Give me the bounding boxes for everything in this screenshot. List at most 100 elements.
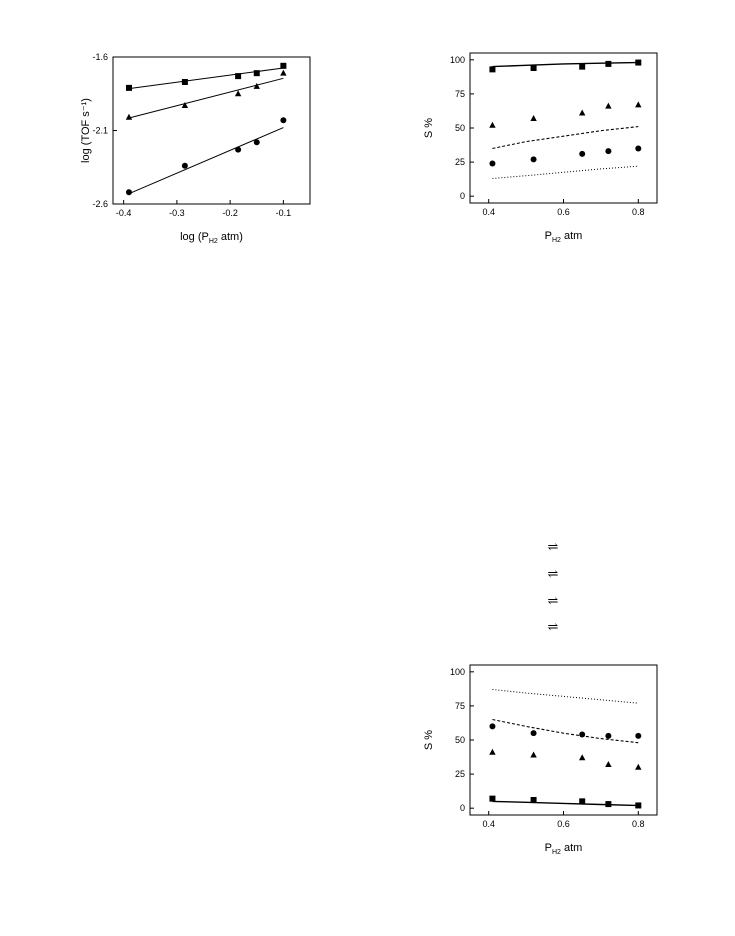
x-axis-label-unit: atm xyxy=(561,230,582,242)
x-axis-label-main: log (P xyxy=(180,231,209,243)
y-tick-label: -2.6 xyxy=(92,199,108,209)
x-tick-label: 0.4 xyxy=(482,819,495,829)
model-curve-dashed xyxy=(492,718,639,744)
data-point-circle xyxy=(253,139,260,146)
x-tick-label: 0.8 xyxy=(632,207,645,217)
model-curve-solid xyxy=(492,800,639,807)
x-tick-label: 0.4 xyxy=(482,207,495,217)
data-point-square xyxy=(489,795,496,802)
x-axis-label-subscript: H2 xyxy=(552,237,561,244)
data-point-triangle xyxy=(253,82,260,89)
y-axis-label: log (TOF s⁻¹) xyxy=(80,98,92,163)
x-axis-label-main: P xyxy=(545,842,552,854)
data-point-square xyxy=(605,60,612,67)
x-tick-label: -0.1 xyxy=(276,208,292,218)
data-point-triangle xyxy=(234,90,242,97)
x-tick-label: 0.6 xyxy=(557,207,570,217)
x-tick-label: -0.3 xyxy=(169,208,185,218)
data-point-triangle xyxy=(605,102,612,109)
data-point-triangle xyxy=(579,109,586,116)
equilibrium-arrow: ⇌ xyxy=(548,540,559,555)
data-point-circle xyxy=(280,117,287,124)
y-axis-label: S % xyxy=(423,730,435,750)
data-point-square xyxy=(635,59,642,66)
x-axis-label: PH2 atm xyxy=(545,842,583,856)
y-tick-label: -1.6 xyxy=(92,52,108,62)
data-point-triangle xyxy=(530,114,537,121)
x-axis-label-main: P xyxy=(545,230,552,242)
data-point-triangle xyxy=(530,751,537,758)
x-axis-label: log (PH2 atm) xyxy=(180,231,243,245)
data-point-circle xyxy=(579,150,586,157)
equilibrium-arrow: ⇌ xyxy=(548,567,559,582)
model-curve-solid xyxy=(492,61,639,68)
data-point-circle xyxy=(530,156,537,163)
y-tick-label: 0 xyxy=(460,191,465,201)
x-tick-label: -0.4 xyxy=(116,208,132,218)
y-tick-label: 100 xyxy=(450,667,465,677)
model-curve-dashed xyxy=(492,126,639,150)
data-point-square xyxy=(125,84,132,91)
data-point-circle xyxy=(605,148,612,155)
data-point-triangle xyxy=(280,69,287,76)
data-point-triangle xyxy=(489,748,496,755)
x-axis-label-unit: atm xyxy=(561,842,582,854)
data-point-circle xyxy=(605,732,612,739)
x-tick-label: 0.6 xyxy=(557,819,570,829)
y-tick-label: 50 xyxy=(455,123,465,133)
data-point-circle xyxy=(530,730,537,737)
y-tick-label: 0 xyxy=(460,803,465,813)
data-point-triangle xyxy=(635,101,642,108)
data-point-triangle xyxy=(605,761,612,768)
model-curve-dotted xyxy=(492,689,639,704)
equilibrium-arrows: ⇌ ⇌ ⇌ ⇌ xyxy=(548,540,559,635)
data-point-circle xyxy=(235,146,242,153)
y-tick-label: 25 xyxy=(455,157,465,167)
data-point-triangle xyxy=(635,763,642,770)
data-point-square xyxy=(253,70,260,77)
y-tick-label: 75 xyxy=(455,89,465,99)
y-tick-label: 50 xyxy=(455,735,465,745)
x-axis-label: PH2 atm xyxy=(545,230,583,244)
data-point-triangle xyxy=(181,102,189,109)
data-point-square xyxy=(579,63,586,70)
y-tick-label: 75 xyxy=(455,701,465,711)
data-point-circle xyxy=(635,732,642,739)
model-curve-dotted xyxy=(492,165,639,179)
chart-selectivity-upper: 0.4 0.6 0.8 0 25 50 75 100 PH2 atm S % xyxy=(423,52,658,244)
x-axis-label-subscript: H2 xyxy=(552,849,561,856)
equilibrium-arrow: ⇌ xyxy=(548,594,559,609)
data-point-triangle xyxy=(125,113,133,120)
fit-line-square xyxy=(128,67,284,90)
fit-line-circle xyxy=(128,127,284,195)
fit-line-triangle xyxy=(128,77,284,119)
plot-frame xyxy=(469,52,658,204)
data-point-square xyxy=(530,797,537,803)
chart-selectivity-lower: 0.4 0.6 0.8 0 25 50 75 100 PH2 atm S % xyxy=(423,664,658,856)
data-point-circle xyxy=(579,731,586,738)
data-point-triangle xyxy=(489,121,496,128)
x-axis-label-subscript: H2 xyxy=(209,238,218,245)
x-tick-label: -0.2 xyxy=(222,208,238,218)
data-point-square xyxy=(489,66,496,73)
data-point-circle xyxy=(489,723,496,730)
data-point-square xyxy=(579,798,586,805)
y-tick-label: 100 xyxy=(450,55,465,65)
data-point-square xyxy=(181,78,188,85)
plot-frame xyxy=(469,664,658,816)
equilibrium-arrow: ⇌ xyxy=(548,620,559,635)
y-tick-label: 25 xyxy=(455,769,465,779)
data-point-square xyxy=(605,801,612,808)
data-point-square xyxy=(530,65,537,71)
x-axis-label-unit: atm) xyxy=(218,231,243,243)
data-point-square xyxy=(280,62,287,69)
data-point-circle xyxy=(489,160,496,167)
data-point-triangle xyxy=(579,754,586,761)
x-tick-label: 0.8 xyxy=(632,819,645,829)
chart-log-tof-vs-log-ph2: -0.4 -0.3 -0.2 -0.1 -2.6 -2.1 -1.6 log (PH2 atm… xyxy=(80,52,311,245)
data-point-square xyxy=(635,802,642,809)
y-axis-label: S % xyxy=(423,118,435,138)
y-tick-label: -2.1 xyxy=(92,126,108,136)
data-point-circle xyxy=(125,189,132,196)
